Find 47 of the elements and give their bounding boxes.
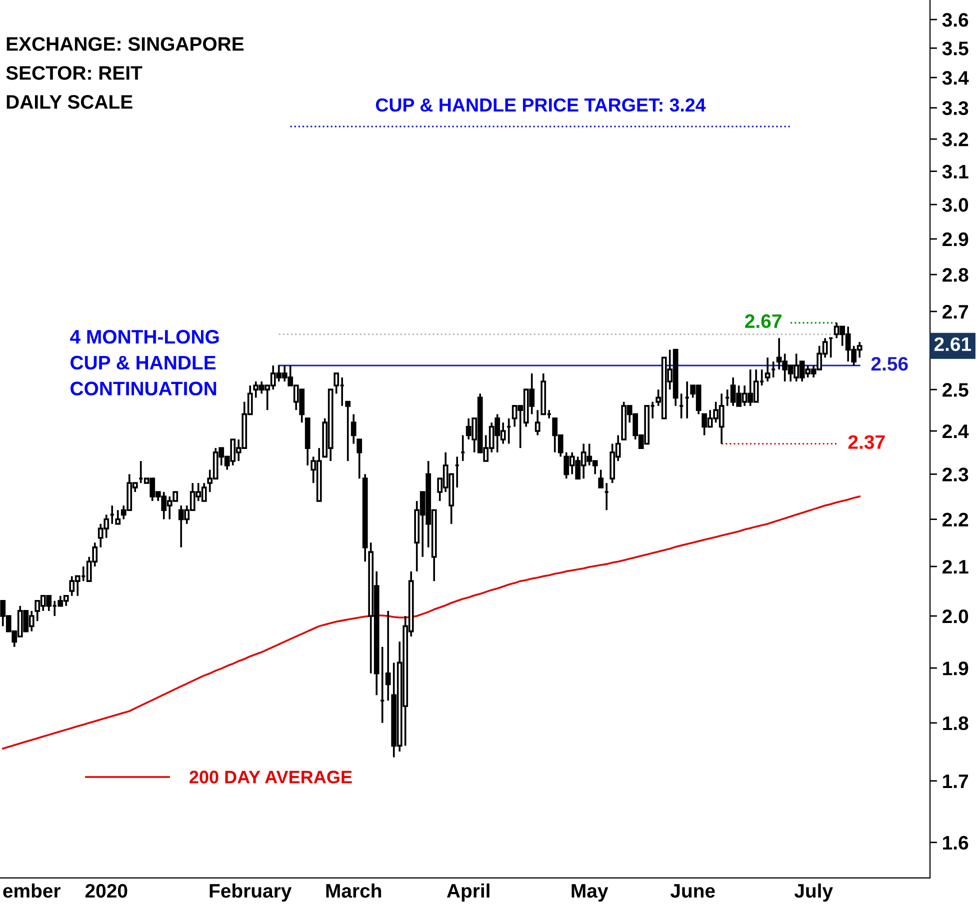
y-tick-label: 2.4: [942, 424, 969, 438]
y-tick-label: 2.3: [942, 468, 968, 482]
y-tick-label: 1.6: [943, 836, 968, 850]
x-tick-label: May: [572, 884, 608, 902]
y-tick-label: 1.9: [943, 662, 968, 676]
annotation: DAILY SCALE: [6, 95, 132, 109]
candlestick: [115, 509, 121, 525]
x-tick-label: February: [210, 883, 292, 902]
y-tick-label: 2.2: [942, 512, 968, 526]
annotation: EXCHANGE: SINGAPORE: [6, 37, 244, 51]
text: 2.61: [934, 337, 972, 352]
y-tick-label: 3.1: [942, 164, 968, 179]
data-label: 2.56: [871, 356, 908, 371]
candlestick: [598, 468, 604, 488]
candlestick: [356, 438, 362, 480]
annotation: SECTOR: REIT: [6, 66, 142, 80]
y-tick-label: 2.8: [942, 268, 968, 282]
y-tick-label: 3.3: [942, 101, 968, 116]
candlestick: [345, 400, 351, 462]
candlestick: [350, 413, 356, 445]
y-tick-label: 2.7: [942, 304, 968, 319]
y-tick-label: 3.6: [942, 13, 968, 27]
line-series: [2, 496, 860, 750]
x-tick-label: April: [446, 883, 490, 902]
y-tick-label: 2.5: [942, 383, 968, 397]
y-tick-label: 2.0: [942, 609, 968, 624]
y-tick-label: 2.1: [942, 560, 968, 574]
y-tick-label: 2.9: [942, 232, 968, 246]
legend-label: 200 DAY AVERAGE: [190, 770, 352, 784]
annotation: 4 MONTH-LONG CUP & HANDLE CONTINUATION: [70, 330, 219, 396]
candlestick: [534, 409, 540, 436]
candlestick: [764, 356, 770, 382]
y-tick-label: 3.4: [942, 71, 969, 85]
series-label: CUP & HANDLE PRICE TARGET: 3.24: [376, 98, 706, 112]
y-tick-label: 3.5: [942, 42, 968, 56]
x-tick-label: June: [670, 884, 715, 898]
y-tick-label: 3.0: [942, 198, 968, 212]
x-tick-label: ember: [3, 883, 61, 898]
x-tick-label: 2020: [85, 884, 128, 898]
y-tick-label: 1.7: [943, 774, 968, 788]
data-label: 2.67: [745, 314, 782, 328]
x-tick-label: July: [794, 883, 833, 902]
y-tick-label: 1.8: [943, 716, 968, 730]
y-tick-label: 3.2: [942, 132, 968, 146]
data-label: 2.37: [848, 435, 885, 449]
candlestick: [385, 610, 391, 702]
x-tick-label: March: [326, 883, 382, 898]
